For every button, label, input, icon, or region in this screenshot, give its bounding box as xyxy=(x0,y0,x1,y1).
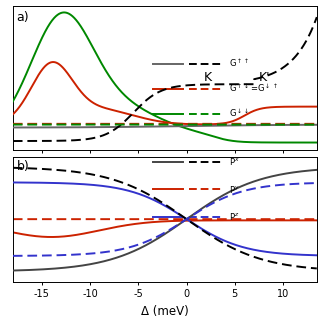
Text: G$^{\uparrow\downarrow}$=G$^{\downarrow\uparrow}$: G$^{\uparrow\downarrow}$=G$^{\downarrow\… xyxy=(228,83,277,95)
Text: K: K xyxy=(204,71,212,84)
Text: P$^y$: P$^y$ xyxy=(228,184,239,195)
Text: G$^{\uparrow\uparrow}$: G$^{\uparrow\uparrow}$ xyxy=(228,58,249,70)
X-axis label: Δ (meV): Δ (meV) xyxy=(141,305,189,318)
Text: a): a) xyxy=(16,11,29,24)
Text: K': K' xyxy=(259,71,270,84)
Text: P$^z$: P$^z$ xyxy=(228,211,239,222)
Text: G$^{\downarrow\downarrow}$: G$^{\downarrow\downarrow}$ xyxy=(228,108,249,120)
Text: P$^x$: P$^x$ xyxy=(228,156,239,167)
Text: b): b) xyxy=(16,160,29,173)
